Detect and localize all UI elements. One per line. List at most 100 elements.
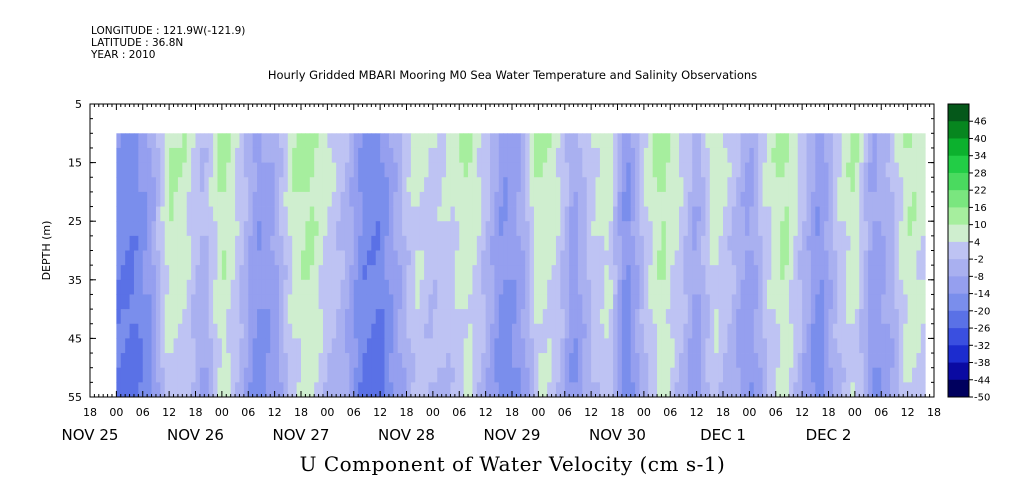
heatmap-cell	[498, 353, 504, 369]
heatmap-cell	[516, 147, 522, 163]
heatmap-cell	[252, 279, 258, 295]
heatmap-cell	[380, 265, 385, 281]
heatmap-cell	[230, 250, 236, 266]
heatmap-cell	[340, 147, 346, 163]
heatmap-cell	[226, 382, 232, 398]
heatmap-cell	[731, 250, 737, 266]
heatmap-cell	[490, 323, 495, 339]
heatmap-cell	[257, 279, 262, 295]
heatmap-cell	[507, 191, 513, 207]
heatmap-cell	[529, 367, 535, 383]
heatmap-cell	[876, 323, 882, 339]
heatmap-cell	[591, 353, 596, 369]
heatmap-cell	[525, 133, 530, 149]
heatmap-cell	[120, 162, 126, 178]
heatmap-cell	[327, 221, 333, 237]
heatmap-cell	[591, 191, 596, 207]
heatmap-cell	[709, 279, 715, 295]
heatmap-cell	[569, 206, 574, 222]
heatmap-cell	[230, 147, 236, 163]
heatmap-cell	[898, 250, 904, 266]
heatmap-cell	[424, 353, 429, 369]
heatmap-cell	[832, 323, 838, 339]
heatmap-cell	[630, 133, 636, 149]
heatmap-cell	[164, 353, 170, 369]
heatmap-cell	[248, 133, 254, 149]
heatmap-cell	[758, 162, 763, 178]
heatmap-cell	[468, 382, 473, 398]
heatmap-cell	[274, 235, 280, 251]
heatmap-cell	[538, 250, 544, 266]
heatmap-cell	[718, 133, 724, 149]
heatmap-cell	[358, 162, 363, 178]
heatmap-cell	[696, 162, 702, 178]
heatmap-cell	[322, 338, 328, 354]
heatmap-cell	[164, 250, 170, 266]
heatmap-cell	[424, 162, 429, 178]
heatmap-cell	[463, 279, 469, 295]
heatmap-cell	[661, 250, 667, 266]
heatmap-cell	[582, 382, 588, 398]
heatmap-cell	[749, 235, 755, 251]
heatmap-cell	[815, 309, 821, 325]
heatmap-cell	[687, 177, 693, 193]
heatmap-cell	[410, 382, 416, 398]
heatmap-cell	[450, 279, 456, 295]
heatmap-cell	[736, 206, 741, 222]
heatmap-cell	[468, 177, 473, 193]
heatmap-cell	[358, 323, 363, 339]
heatmap-cell	[498, 221, 504, 237]
colorbar-label: 16	[974, 203, 987, 214]
heatmap-cell	[630, 265, 636, 281]
heatmap-cell	[384, 191, 390, 207]
heatmap-cell	[595, 279, 601, 295]
heatmap-cell	[705, 323, 711, 339]
heatmap-cell	[529, 235, 535, 251]
heatmap-cell	[771, 191, 777, 207]
heatmap-cell	[318, 206, 324, 222]
heatmap-cell	[577, 323, 583, 339]
heatmap-cell	[564, 382, 570, 398]
heatmap-cell	[648, 162, 654, 178]
heatmap-cell	[692, 382, 698, 398]
heatmap-cell	[793, 279, 799, 295]
heatmap-cell	[635, 338, 640, 354]
heatmap-cell	[635, 147, 640, 163]
heatmap-cell	[744, 294, 750, 310]
heatmap-cell	[204, 265, 210, 281]
heatmap-cell	[252, 191, 258, 207]
heatmap-cell	[766, 191, 772, 207]
heatmap-cell	[674, 294, 680, 310]
heatmap-cell	[876, 177, 882, 193]
heatmap-cell	[353, 294, 359, 310]
heatmap-cell	[208, 309, 214, 325]
heatmap-cell	[204, 382, 210, 398]
heatmap-cell	[617, 221, 623, 237]
heatmap-cell	[626, 162, 632, 178]
heatmap-cell	[520, 353, 526, 369]
heatmap-cell	[894, 191, 900, 207]
heatmap-cell	[828, 279, 834, 295]
heatmap-cell	[916, 353, 922, 369]
heatmap-cell	[907, 133, 913, 149]
heatmap-cell	[705, 265, 711, 281]
heatmap-cell	[828, 294, 834, 310]
heatmap-cell	[446, 309, 451, 325]
heatmap-cell	[608, 367, 614, 383]
heatmap-cell	[577, 367, 583, 383]
heatmap-cell	[243, 367, 249, 383]
heatmap-cell	[512, 147, 517, 163]
heatmap-cell	[683, 191, 689, 207]
heatmap-cell	[564, 323, 570, 339]
heatmap-cell	[362, 338, 368, 354]
heatmap-cell	[854, 338, 860, 354]
colorbar-label: -8	[974, 272, 984, 283]
heatmap-cell	[173, 353, 179, 369]
heatmap-cell	[652, 191, 658, 207]
heatmap-cell	[283, 250, 289, 266]
heatmap-cell	[419, 162, 425, 178]
heatmap-cell	[498, 206, 504, 222]
heatmap-cell	[133, 382, 139, 398]
y-tick-label: 45	[68, 332, 82, 345]
heatmap-cell	[586, 206, 592, 222]
